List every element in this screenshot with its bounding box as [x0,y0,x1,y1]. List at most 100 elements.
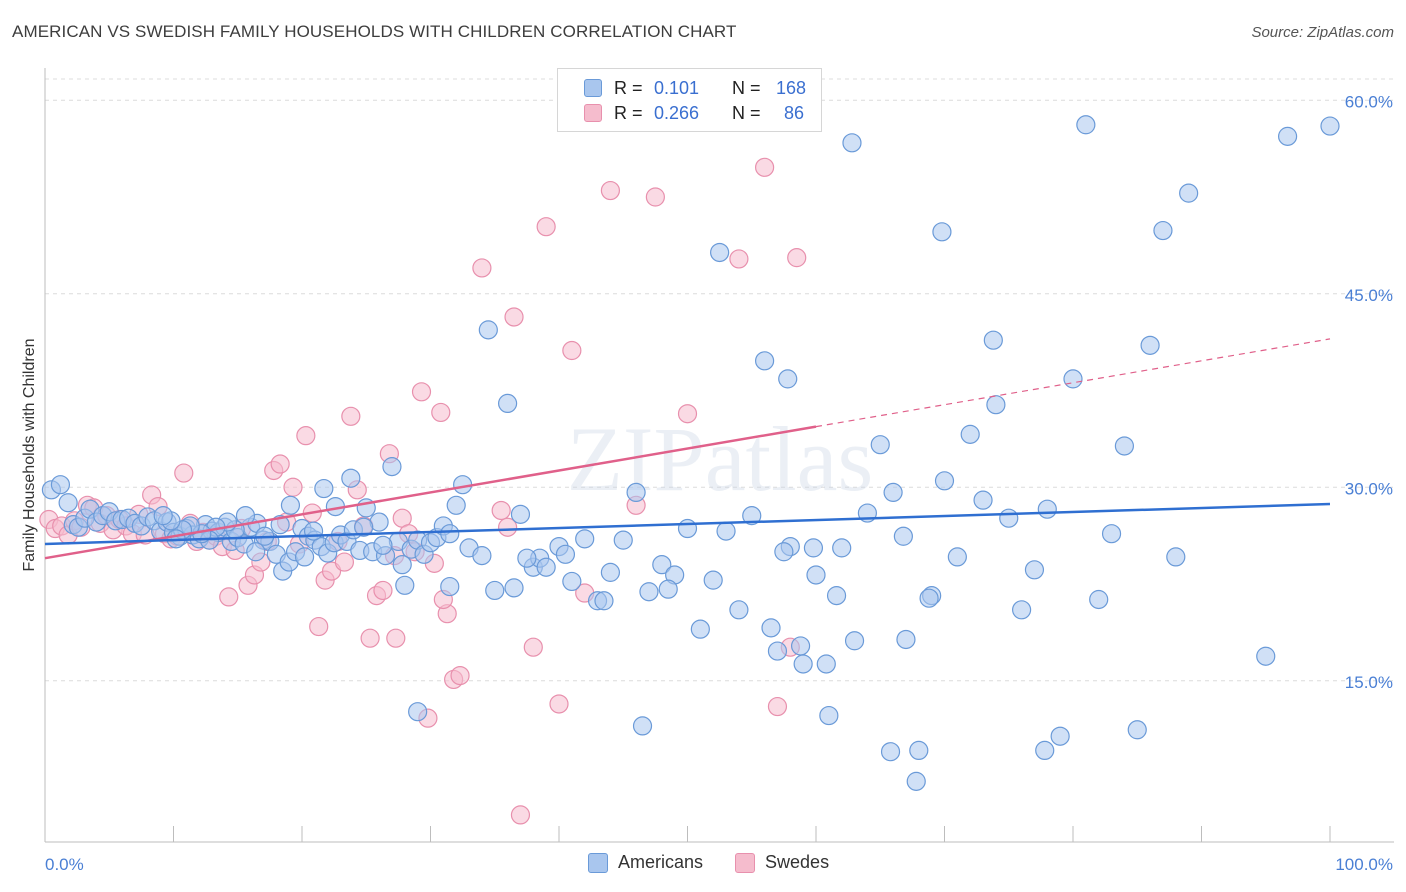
americans-point [440,576,460,597]
americans-point [626,482,646,503]
x-tick-label: 0.0% [45,855,84,874]
americans-point [50,475,71,495]
americans-point [658,579,678,599]
americans-point [742,506,762,526]
americans-point [1153,220,1173,241]
swedes-point [296,426,316,446]
swedes-point [498,517,518,537]
americans-point [819,705,839,726]
swedes-point [309,616,329,637]
americans-point [703,570,723,590]
americans-point [594,591,614,611]
swedes-point [270,454,290,474]
watermark: ZIPatlas [567,408,874,510]
americans-point [710,242,730,263]
americans-point [354,517,374,537]
americans-point [906,771,926,791]
tick-label-layer: 15.0% 30.0% 45.0% 60.0% 0.0% 100.0% [45,92,1393,874]
americans-point [517,548,537,568]
americans-point [1256,646,1276,666]
americans-point [774,542,794,562]
swedes-point [386,628,406,648]
swedes-point [411,382,432,402]
legend-label-americans: Americans [618,852,704,872]
americans-point [246,542,266,562]
legend-r-value: 0.266 [654,102,700,123]
americans-point [1179,183,1199,203]
americans-point [677,518,698,539]
americans-point [1035,740,1055,761]
americans-point [870,435,890,455]
swedes-point [645,187,665,207]
swedes-point [677,404,698,424]
americans-point [754,351,775,371]
americans-point [844,631,865,651]
y-axis-title: Family Households with Children [21,338,38,572]
americans-point [632,716,653,736]
americans-point [832,538,852,558]
correlation-legend: R = 0.101 N = 168 R = 0.266 N = 86 [557,68,822,132]
legend-r-value: 0.101 [654,77,700,98]
swedes-point [360,628,380,648]
americans-point [960,424,980,444]
swedes-point [523,637,543,657]
swedes-point [504,307,524,327]
americans-point [408,702,428,722]
americans-point [303,521,324,541]
chart-source: Source: ZipAtlas.com [1251,24,1394,41]
americans-point [716,521,736,541]
americans-point [382,457,402,477]
americans-swatch [588,852,608,873]
americans-point [485,580,505,601]
y-tick-label: 45.0% [1345,286,1393,305]
americans-point [536,557,556,577]
americans-points [41,115,1340,791]
americans-point [767,641,788,661]
americans-point [314,478,334,499]
y-tick-label: 30.0% [1345,479,1393,498]
y-tick-label: 15.0% [1345,673,1393,692]
americans-point [294,547,315,567]
americans-point [934,471,955,491]
legend-label-swedes: Swedes [765,852,830,872]
americans-point [510,504,531,524]
swedes-point [334,552,355,572]
legend-n-value: 168 [776,77,807,98]
americans-point [896,629,916,650]
swedes-point [174,463,194,483]
americans-point [1050,726,1070,746]
americans-swatch [584,79,602,97]
swedes-point [754,157,775,177]
americans-point [1114,436,1135,456]
americans-point [793,654,813,674]
americans-point [690,619,710,639]
americans-point [1024,560,1045,580]
legend-row-americans: R = 0.101 N = 168 [584,76,806,100]
americans-point [806,565,826,585]
legend-r-label: R = [614,77,643,98]
americans-point [270,515,290,535]
swedes-trend-extension [815,338,1331,428]
swedes-point [600,180,621,201]
trend-layer [44,338,1331,560]
swedes-point [729,249,749,269]
swedes-point [491,500,511,521]
swedes-trend-line [44,425,817,560]
americans-point [983,330,1003,350]
americans-point [778,369,798,389]
americans-point [803,538,824,558]
americans-point [826,586,847,606]
americans-point [880,742,901,762]
americans-point [341,468,361,488]
americans-point [504,578,524,598]
legend-n-label: N = [732,102,761,123]
americans-point [973,490,993,510]
americans-point [1076,115,1096,135]
swedes-point [472,258,492,278]
swedes-point [787,248,807,268]
americans-point [893,526,913,546]
legend-item-americans[interactable]: Americans [588,852,703,873]
americans-point [1277,126,1298,146]
legend-item-swedes[interactable]: Swedes [735,852,829,873]
swedes-point [549,694,569,714]
